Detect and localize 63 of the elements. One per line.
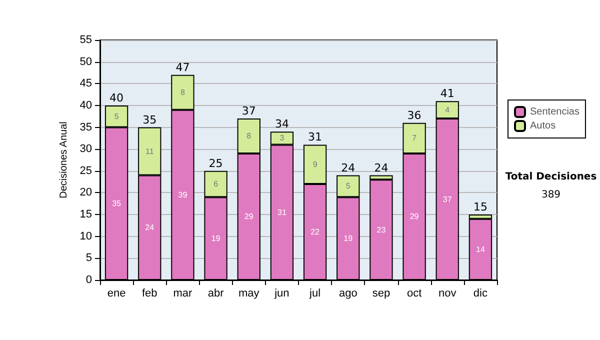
text: 389 [541, 190, 561, 200]
y-tick-label: 20 [80, 186, 92, 199]
data-label: 24 [145, 223, 155, 232]
data-label: 7 [412, 134, 418, 143]
data-label: 3 [280, 134, 285, 143]
x-tick-label: dic [473, 288, 488, 300]
total-label: 34 [274, 118, 289, 131]
y-tick-label: 45 [80, 78, 92, 90]
data-label: 9 [312, 160, 318, 169]
data-label: 35 [112, 199, 122, 208]
data-label: 37 [442, 194, 452, 204]
total-label: 40 [110, 91, 124, 104]
data-label: 29 [244, 212, 254, 222]
data-label: 39 [178, 190, 188, 200]
data-label: 8 [246, 132, 252, 140]
x-tick-label: abr [208, 288, 224, 300]
total-label: 41 [440, 87, 454, 100]
data-label: 23 [376, 225, 386, 234]
total-label: 15 [473, 200, 488, 214]
data-label: 29 [410, 212, 420, 222]
y-tick-label: 25 [80, 164, 92, 177]
data-label: 5 [346, 182, 351, 191]
total-label: 24 [341, 161, 356, 174]
x-tick-label: ago [338, 288, 358, 300]
y-tick-label: 55 [80, 34, 92, 46]
x-tick-label: jun [274, 288, 290, 300]
legend-label: Sentencias [530, 106, 580, 118]
data-label: 6 [214, 180, 219, 188]
total-label: 36 [407, 108, 422, 122]
x-tick-label: feb [142, 288, 158, 300]
x-tick-label: mar [173, 288, 193, 300]
data-label: 8 [180, 88, 186, 97]
y-tick-label: 0 [86, 274, 92, 286]
y-tick-label: 50 [80, 56, 92, 68]
data-label: 31 [278, 208, 287, 217]
y-tick-label: 10 [80, 230, 92, 242]
text: Total Decisiones [505, 172, 597, 182]
x-tick-label: nov [438, 288, 457, 300]
total-label: 47 [176, 60, 190, 74]
data-label: 19 [211, 234, 221, 244]
total-label: 31 [308, 130, 322, 144]
y-tick-label: 30 [80, 143, 92, 156]
x-tick-label: oct [406, 288, 422, 300]
x-tick-label: jul [308, 288, 321, 300]
y-axis-title: Decisiones Anual [58, 122, 70, 198]
data-label: 19 [344, 234, 354, 244]
data-label: 5 [114, 112, 120, 121]
data-label: 14 [476, 244, 486, 254]
data-label: 22 [310, 228, 320, 236]
y-tick-label: 40 [80, 99, 92, 112]
x-tick-label: ene [107, 288, 126, 300]
data-label: 11 [145, 146, 154, 156]
total-label: 25 [208, 156, 223, 170]
total-label: 35 [142, 113, 157, 126]
legend-label: Autos [530, 120, 556, 132]
y-tick-label: 5 [86, 252, 92, 264]
total-label: 37 [242, 104, 256, 118]
x-tick-label: sep [372, 288, 390, 300]
data-label: 4 [445, 105, 450, 114]
total-label: 24 [374, 161, 388, 174]
y-tick-label: 15 [80, 208, 92, 221]
y-tick-label: 35 [80, 121, 92, 134]
x-tick-label: may [238, 288, 260, 300]
